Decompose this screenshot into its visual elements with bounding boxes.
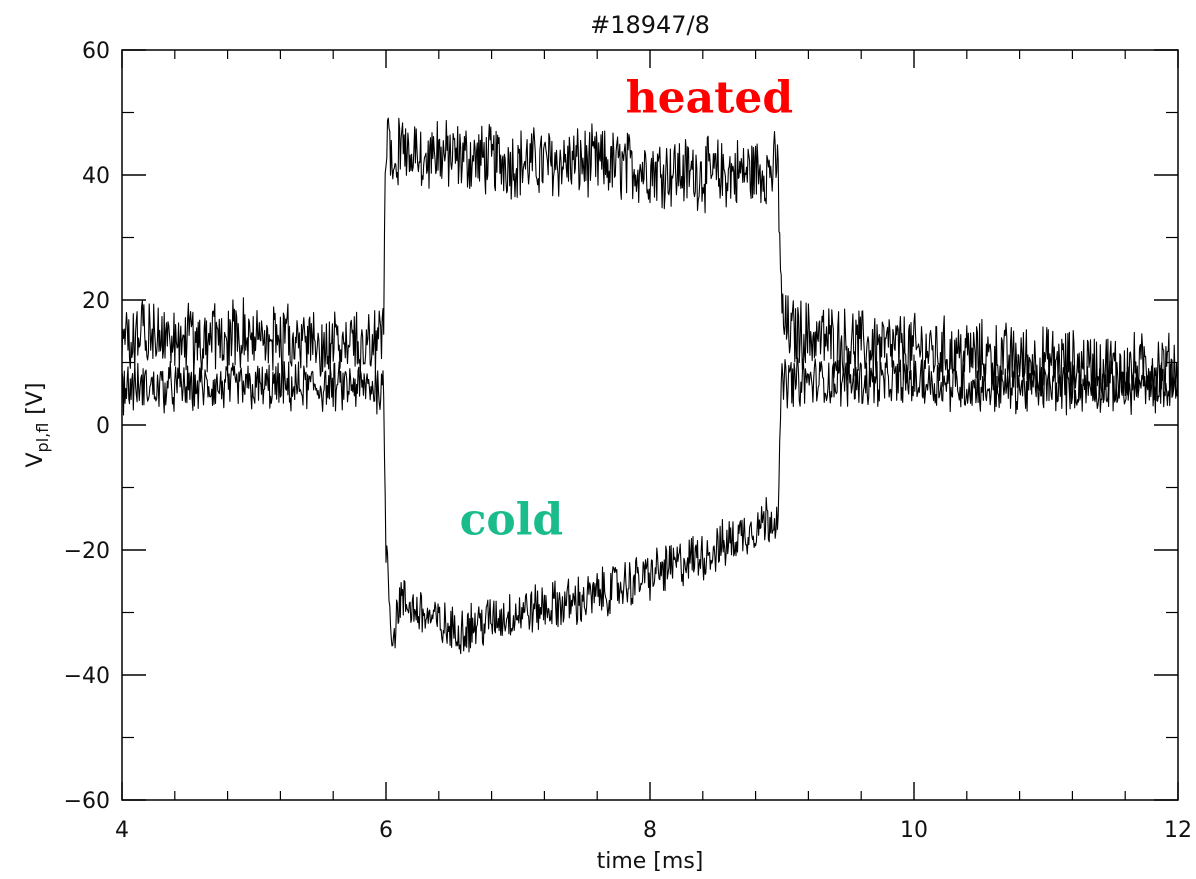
y-axis-label-unit: [V]	[23, 382, 48, 414]
y-axis-label: Vpl,fl [V]	[23, 382, 52, 467]
x-tick-label: 4	[115, 818, 129, 843]
x-tick-label: 12	[1164, 818, 1192, 843]
x-axis-label: time [ms]	[597, 849, 704, 874]
x-tick-label: 8	[643, 818, 657, 843]
axis-tick-labels: 4 6 8 10 12 60 40 20 0 −20 −40 −60	[64, 39, 1192, 843]
y-tick-label: −60	[64, 789, 110, 814]
chart-title: #18947/8	[590, 11, 710, 39]
annotation-heated: heated	[626, 73, 794, 124]
plot-frame	[121, 49, 1179, 801]
y-axis-label-main: V	[23, 452, 48, 467]
x-tick-label: 6	[379, 818, 393, 843]
y-tick-label: 0	[96, 414, 110, 439]
y-tick-label: −40	[64, 664, 110, 689]
y-tick-label: 60	[82, 39, 110, 64]
y-axis-label-subscript: pl,fl	[33, 423, 52, 453]
annotation-cold: cold	[460, 494, 564, 545]
x-tick-label: 10	[900, 818, 928, 843]
series-line-1	[121, 117, 1179, 408]
axis-ticks	[121, 49, 1179, 801]
series-line-2	[121, 353, 1179, 655]
y-tick-label: 20	[82, 289, 110, 314]
y-tick-label: −20	[64, 539, 110, 564]
y-tick-label: 40	[82, 164, 110, 189]
series-group	[121, 117, 1179, 655]
